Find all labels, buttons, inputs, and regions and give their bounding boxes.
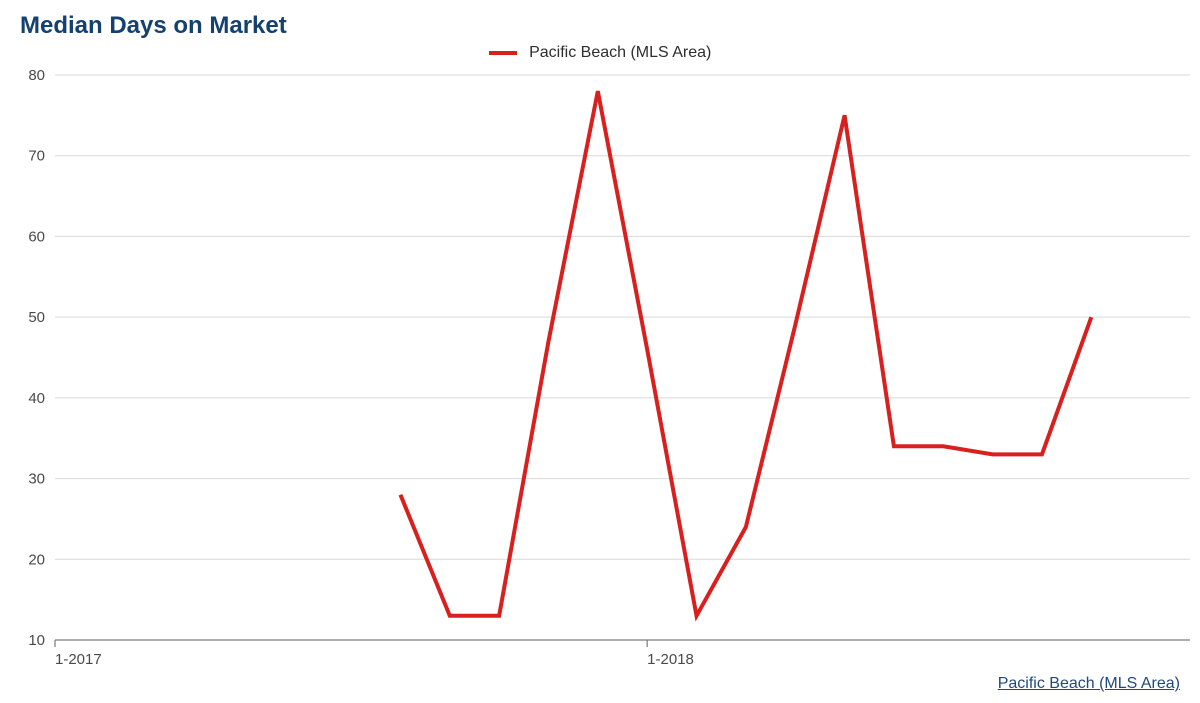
legend-label: Pacific Beach (MLS Area)	[529, 44, 711, 61]
svg-text:50: 50	[28, 309, 45, 326]
svg-text:80: 80	[28, 67, 45, 84]
svg-text:30: 30	[28, 471, 45, 488]
chart-svg: 10 20 30 40 50 60 70 80 1-2017 1-2018	[0, 0, 1200, 703]
svg-text:20: 20	[28, 551, 45, 568]
svg-text:1-2017: 1-2017	[55, 651, 102, 668]
legend-swatch	[489, 51, 517, 55]
chart-legend: Pacific Beach (MLS Area)	[0, 44, 1200, 62]
svg-text:60: 60	[28, 228, 45, 245]
footer-link[interactable]: Pacific Beach (MLS Area)	[998, 675, 1180, 693]
svg-text:10: 10	[28, 632, 45, 649]
svg-text:1-2018: 1-2018	[647, 651, 694, 668]
chart-container: Median Days on Market Pacific Beach (MLS…	[0, 0, 1200, 703]
svg-text:40: 40	[28, 390, 45, 407]
svg-text:70: 70	[28, 148, 45, 165]
chart-title: Median Days on Market	[20, 12, 287, 40]
